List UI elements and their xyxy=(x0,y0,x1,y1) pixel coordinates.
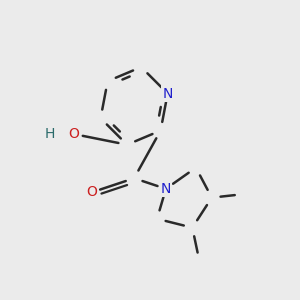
Text: O: O xyxy=(69,127,80,141)
Text: N: N xyxy=(161,182,171,196)
Text: N: N xyxy=(163,86,173,100)
Text: H: H xyxy=(44,127,55,141)
Text: O: O xyxy=(86,185,97,200)
